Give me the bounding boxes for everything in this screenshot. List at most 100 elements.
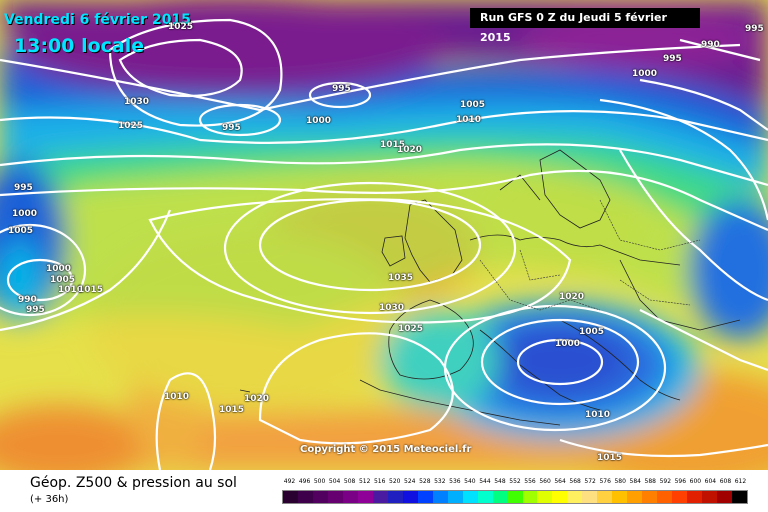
color-scale-labels: 492 496 500 504 508 512 516 520 524 528 532 536 540 5… — [282, 478, 748, 488]
isobar-label: 1005 — [8, 226, 34, 236]
color-swatch — [477, 491, 493, 503]
color-swatch — [672, 491, 688, 503]
color-swatch — [402, 491, 418, 503]
isobar-label: 1000 — [632, 69, 658, 79]
color-scale-value: 516 — [373, 478, 386, 485]
geopotential-field — [0, 0, 768, 470]
isobar-label: 1000 — [12, 209, 38, 219]
color-scale-value: 576 — [599, 478, 611, 485]
color-scale-value: 504 — [328, 478, 341, 485]
isobar-label: 995 — [26, 305, 45, 315]
color-scale-value: 512 — [358, 478, 371, 485]
isobar-label: 1010 — [164, 392, 190, 402]
color-scale-value: 608 — [719, 478, 732, 485]
isobar-label: 1015 — [219, 405, 245, 415]
isobar-label: 1020 — [397, 145, 423, 155]
weather-map: Vendredi 6 février 2015 13:00 locale Run… — [0, 0, 768, 470]
color-scale-value: 492 — [283, 478, 296, 485]
isobar-label: 1000 — [555, 339, 581, 349]
isobar-label: 1030 — [379, 303, 405, 313]
color-scale-value: 508 — [343, 478, 356, 485]
chart-title: Géop. Z500 & pression au sol — [30, 475, 237, 491]
color-scale-value: 564 — [554, 478, 566, 485]
color-scale-value: 536 — [449, 478, 461, 485]
isobar-label: 995 — [332, 84, 351, 94]
isobar-label: 1015 — [597, 453, 623, 463]
color-swatch — [552, 491, 568, 503]
isobar-label: 1020 — [559, 292, 585, 302]
color-swatch — [597, 491, 613, 503]
isobar-label: 1005 — [579, 327, 605, 337]
color-scale-value: 528 — [419, 478, 431, 485]
color-swatch — [537, 491, 553, 503]
color-scale-value: 572 — [584, 478, 596, 485]
color-scale-value: 496 — [298, 478, 311, 485]
color-scale-value: 584 — [629, 478, 641, 485]
color-swatch — [612, 491, 628, 503]
color-swatch — [387, 491, 403, 503]
isobar-label: 1005 — [460, 100, 486, 110]
color-swatch — [283, 491, 298, 503]
isobar-label: 1015 — [78, 285, 104, 295]
isobars — [0, 18, 768, 470]
color-scale-value: 588 — [644, 478, 656, 485]
color-scale-value: 612 — [734, 478, 747, 485]
color-swatch — [702, 491, 718, 503]
color-swatch — [522, 491, 538, 503]
color-scale-value: 544 — [479, 478, 491, 485]
isobar-label: 1025 — [398, 324, 424, 334]
color-scale-value: 600 — [689, 478, 702, 485]
color-scale-value: 596 — [674, 478, 687, 485]
isobar-label: 1000 — [46, 264, 72, 274]
color-scale-value: 500 — [313, 478, 326, 485]
color-swatch — [342, 491, 358, 503]
color-swatch — [417, 491, 433, 503]
isobar-label: 995 — [663, 54, 682, 64]
isobar-label: 1015 — [380, 140, 406, 150]
color-swatch — [717, 491, 733, 503]
isobar-label: 1035 — [388, 273, 414, 283]
isobar-label: 995 — [14, 183, 33, 193]
color-swatch — [657, 491, 673, 503]
forecast-date: Vendredi 6 février 2015 — [4, 12, 191, 28]
isobar-label: 1010 — [456, 115, 482, 125]
borders — [479, 199, 701, 311]
color-swatch — [372, 491, 388, 503]
isobar-label: 1000 — [306, 116, 332, 126]
color-swatch — [732, 491, 748, 503]
isobar-label: 995 — [222, 123, 241, 133]
color-swatch — [462, 491, 478, 503]
forecast-local-time: 13:00 locale — [14, 35, 145, 57]
color-swatch — [507, 491, 523, 503]
isobar-label: 1010 — [585, 410, 611, 420]
isobar-label: 995 — [745, 24, 764, 34]
color-swatch — [687, 491, 703, 503]
color-scale-value: 556 — [524, 478, 536, 485]
isobar-label: 1025 — [168, 22, 194, 32]
color-scale-value: 548 — [494, 478, 506, 485]
color-swatch — [642, 491, 658, 503]
isobar-label: 990 — [701, 40, 720, 50]
color-scale-value: 592 — [659, 478, 672, 485]
color-swatch — [327, 491, 343, 503]
isobar-label: 1005 — [50, 275, 76, 285]
forecast-lead-time: (+ 36h) — [30, 494, 69, 505]
color-scale-value: 604 — [704, 478, 717, 485]
color-swatch — [447, 491, 463, 503]
color-swatch — [492, 491, 508, 503]
color-scale-value: 560 — [539, 478, 551, 485]
isobar-label: 1030 — [124, 97, 150, 107]
color-swatch — [567, 491, 583, 503]
color-scale-value: 532 — [434, 478, 446, 485]
isobar-label: 1010 — [58, 285, 84, 295]
color-scale-bar — [282, 490, 748, 504]
color-scale-value: 520 — [389, 478, 401, 485]
color-swatch — [312, 491, 328, 503]
color-scale: 492 496 500 504 508 512 516 520 524 528 532 536 540 5… — [282, 478, 748, 508]
color-swatch — [627, 491, 643, 503]
isobar-label: 1025 — [118, 121, 144, 131]
color-swatch — [357, 491, 373, 503]
color-scale-value: 524 — [404, 478, 416, 485]
color-scale-value: 580 — [614, 478, 626, 485]
color-swatch — [432, 491, 448, 503]
